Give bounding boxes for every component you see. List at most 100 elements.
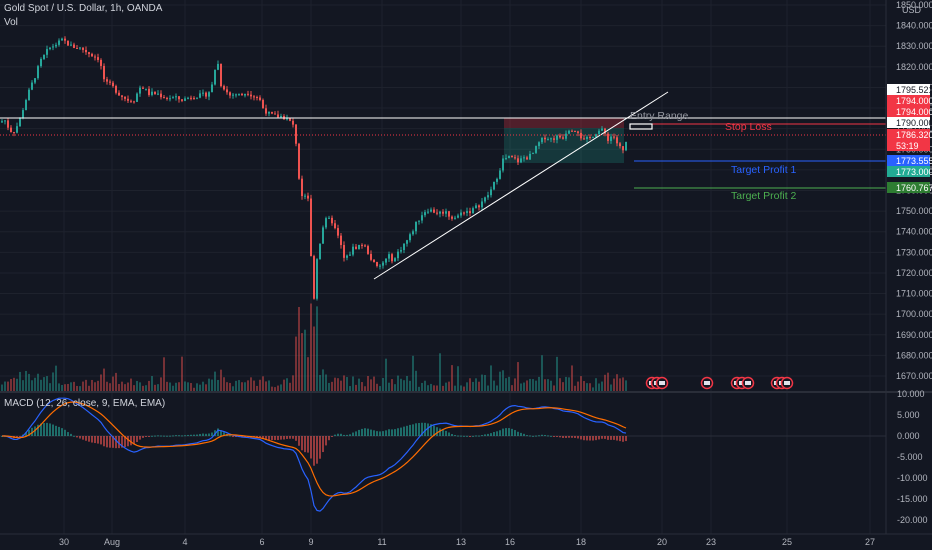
volume-bar — [427, 385, 429, 392]
volume-bar — [94, 382, 96, 392]
entry-range-box[interactable] — [629, 123, 653, 130]
time-axis[interactable]: 30 Aug 4 6 9 11 13 16 18 20 23 25 27 — [59, 537, 875, 547]
macd-histogram-bar — [496, 431, 498, 436]
candle-body — [103, 65, 105, 80]
volume-bar — [253, 380, 255, 392]
economic-event-flags[interactable] — [645, 376, 794, 390]
volume-bar — [175, 382, 177, 392]
volume-bar — [25, 370, 27, 392]
signal-line — [1, 401, 627, 497]
volume-bar — [250, 377, 252, 392]
macd-histogram-bar — [73, 435, 75, 437]
macd-histogram-bar — [316, 436, 318, 464]
macd-histogram-bar — [217, 428, 219, 436]
volume-bar — [148, 380, 150, 392]
volume-bar — [481, 374, 483, 392]
candle-body — [394, 258, 396, 262]
macd-axis[interactable]: 10.000 5.000 0.000 -5.000 -10.000 -15.000 -20.… — [897, 389, 928, 525]
macd-histogram-bar — [499, 430, 501, 436]
macd-histogram-bar — [391, 429, 393, 436]
candle-body — [238, 93, 240, 95]
volume-bar — [550, 380, 552, 392]
macd-histogram-bar — [403, 426, 405, 436]
macd-histogram-bar — [61, 428, 63, 436]
candle-body — [277, 114, 279, 118]
volume-bar — [136, 380, 138, 392]
volume-label[interactable]: Vol — [4, 17, 18, 28]
price-tag — [887, 117, 930, 128]
candle-body — [163, 97, 165, 99]
candle-body — [181, 99, 183, 101]
volume-bar — [292, 375, 294, 392]
target-profit-1-label: Target Profit 1 — [731, 164, 797, 176]
candle-body — [469, 211, 471, 214]
candle-body — [577, 131, 579, 133]
macd-histogram-bar — [118, 436, 120, 449]
candle-body — [97, 57, 99, 60]
macd-histogram-bar — [475, 435, 477, 437]
symbol-title[interactable]: Gold Spot / U.S. Dollar, 1h, OANDA — [4, 3, 163, 14]
candle-body — [187, 97, 189, 99]
candle-body — [115, 86, 117, 93]
candle-body — [439, 211, 441, 214]
price-tick-label: 1680.000 — [896, 350, 932, 360]
macd-histogram-bar — [310, 436, 312, 459]
candle-body — [463, 212, 465, 214]
candle-body — [157, 93, 159, 95]
volume-bar — [397, 375, 399, 392]
candle-body — [28, 89, 30, 101]
chart-grid — [0, 0, 886, 534]
candle-body — [259, 97, 261, 100]
candle-body — [496, 178, 498, 182]
candle-body — [151, 91, 153, 95]
price-tag — [887, 140, 930, 151]
volume-bar — [490, 365, 492, 392]
macd-histogram-bar — [376, 431, 378, 436]
candle-body — [370, 253, 372, 260]
volume-bar — [229, 382, 231, 392]
candle-body — [202, 92, 204, 94]
candle-body — [34, 78, 36, 83]
volume-bar — [178, 382, 180, 392]
volume-bar — [430, 383, 432, 392]
volume-bar — [475, 378, 477, 392]
macd-histogram-bar — [418, 423, 420, 436]
candle-body — [415, 221, 417, 232]
candle-body — [421, 215, 423, 221]
volume-bar — [319, 375, 321, 392]
candle-body — [406, 240, 408, 244]
candle-body — [568, 130, 570, 134]
candle-body — [94, 56, 96, 58]
price-tick-label: 1720.000 — [896, 268, 932, 278]
volume-bar — [10, 379, 12, 392]
macd-histogram-bar — [25, 432, 27, 436]
volume-bar — [259, 379, 261, 392]
candle-body — [268, 112, 270, 114]
macd-histogram-bar — [355, 431, 357, 436]
macd-histogram-bar — [454, 435, 456, 437]
entry-zone-red — [504, 118, 624, 128]
volume-bar — [166, 381, 168, 392]
trend-line[interactable] — [373, 91, 669, 280]
candle-body — [43, 54, 45, 59]
macd-histogram-bar — [571, 436, 573, 438]
candle-body — [538, 142, 540, 147]
macd-histogram-bar — [394, 429, 396, 436]
volume-bar — [106, 381, 108, 392]
macd-histogram-bar — [55, 425, 57, 436]
macd-histogram-bar — [52, 424, 54, 436]
volume-bar — [520, 383, 522, 392]
macd-label[interactable]: MACD (12, 26, close, 9, EMA, EMA) — [4, 398, 166, 409]
candle-body — [451, 216, 453, 219]
volume-bar — [598, 383, 600, 392]
candle-body — [145, 88, 147, 90]
volume-bar — [436, 385, 438, 392]
volume-bar — [334, 377, 336, 392]
candle-body — [364, 245, 366, 247]
candle-body — [508, 155, 510, 159]
macd-histogram-bar — [406, 425, 408, 436]
price-tick-label: 1840.000 — [896, 21, 932, 31]
candle-body — [184, 98, 186, 101]
candle-body — [502, 158, 504, 171]
